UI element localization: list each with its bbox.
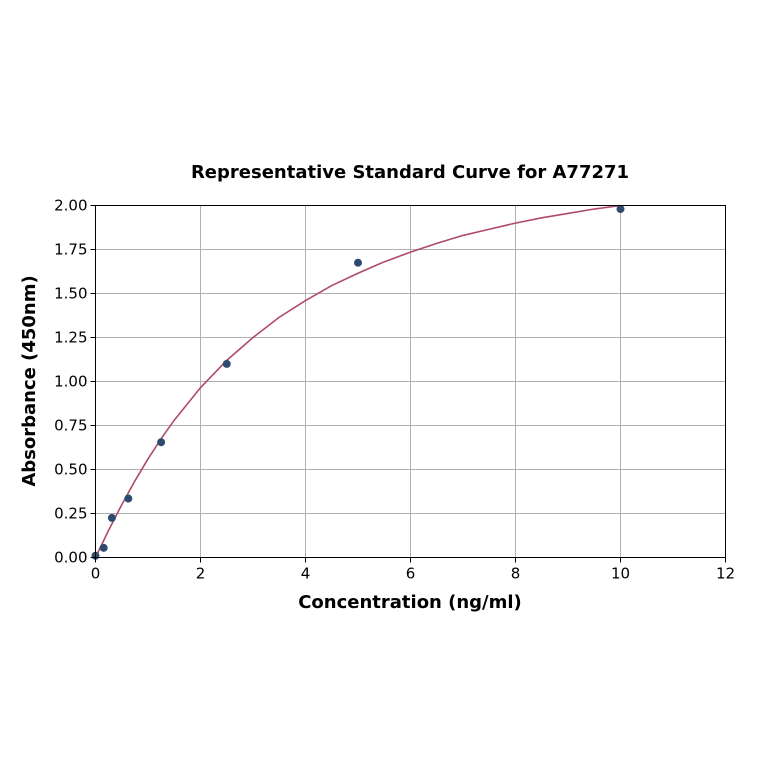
data-point (157, 438, 166, 447)
y-tick-label: 1.00 (54, 373, 87, 391)
y-tick-label: 1.75 (54, 241, 87, 259)
x-tick-label: 4 (301, 565, 311, 583)
data-point (107, 513, 116, 522)
chart-title: Representative Standard Curve for A77271 (191, 162, 629, 183)
data-point (222, 359, 231, 368)
x-axis: 0 2 4 6 8 10 12 (91, 557, 735, 583)
x-tick-label: 8 (511, 565, 521, 583)
y-tick-label: 0.75 (54, 417, 87, 435)
data-point (616, 205, 625, 214)
y-tick-label: 0.00 (54, 549, 87, 567)
fit-curve-group (94, 204, 621, 558)
y-axis-label: Absorbance (450nm) (19, 275, 40, 486)
data-point (354, 258, 362, 267)
x-tick-label: 12 (716, 565, 735, 583)
x-tick-label: 0 (91, 565, 101, 583)
y-tick-label: 1.25 (54, 329, 87, 347)
y-axis: 0.00 0.25 0.50 0.75 1.00 1.25 1.50 1.75 2.00 (54, 197, 96, 567)
data-point (124, 494, 133, 503)
data-points-group (91, 205, 625, 560)
y-tick-label: 0.50 (54, 461, 87, 479)
grid (95, 205, 726, 558)
x-tick-label: 6 (406, 565, 416, 583)
fit-curve-line (94, 204, 621, 558)
x-axis-label: Concentration (ng/ml) (298, 592, 522, 613)
x-tick-label: 2 (196, 565, 206, 583)
y-tick-label: 1.50 (54, 285, 87, 303)
data-point (99, 543, 108, 552)
y-tick-label: 0.25 (54, 505, 87, 523)
y-tick-label: 2.00 (54, 197, 87, 215)
x-tick-label: 10 (611, 565, 630, 583)
